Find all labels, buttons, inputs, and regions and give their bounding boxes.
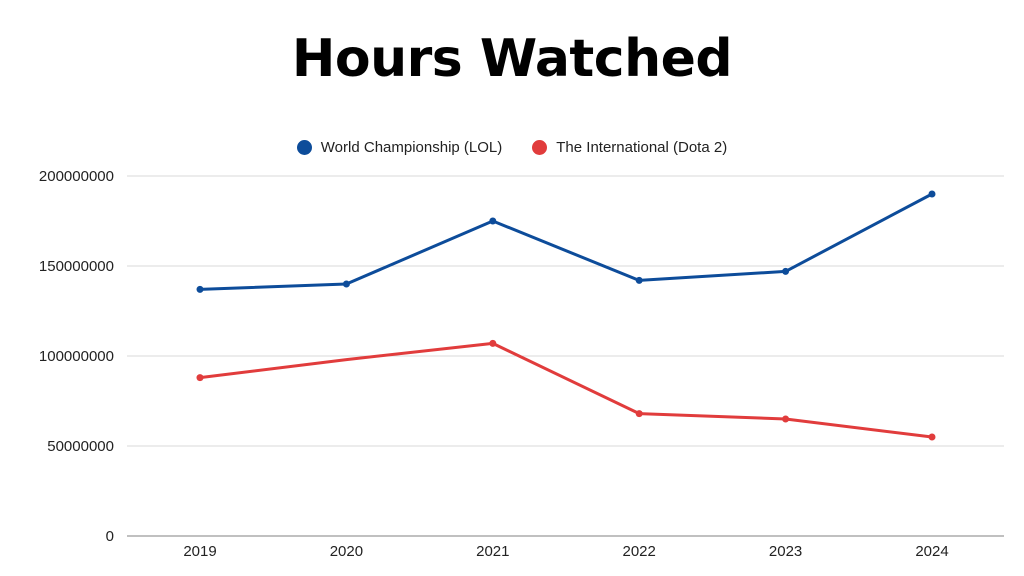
legend-item-lol: World Championship (LOL) — [296, 138, 503, 156]
series-line-dota — [198, 341, 934, 439]
data-point-dota — [782, 415, 790, 423]
data-point-dota — [635, 410, 643, 418]
x-tick-label: 2024 — [915, 543, 948, 560]
data-point-lol — [489, 217, 497, 225]
legend-label-dota: The International (Dota 2) — [556, 138, 728, 156]
x-tick-label: 2019 — [183, 543, 216, 560]
data-point-lol — [196, 285, 204, 293]
data-point-dota — [928, 433, 936, 441]
series-line-lol — [198, 192, 934, 291]
legend-swatch-lol — [296, 139, 312, 155]
x-tick-label: 2022 — [623, 543, 656, 560]
data-point-dota — [489, 339, 497, 347]
chart-title: Hours Watched — [291, 29, 733, 89]
data-point-dota — [196, 374, 204, 382]
legend-item-dota: The International (Dota 2) — [532, 139, 727, 156]
data-point-lol — [635, 276, 643, 284]
data-point-lol — [782, 267, 790, 275]
y-tick-label: 0 — [106, 528, 114, 545]
data-point-lol — [928, 190, 936, 198]
legend-swatch-dota — [532, 139, 548, 155]
y-tick-label: 150000000 — [39, 258, 114, 275]
data-point-lol — [342, 280, 350, 288]
legend: World Championship (LOL) The Internation… — [0, 135, 1024, 159]
y-tick-label: 200000000 — [39, 168, 114, 185]
x-tick-label: 2021 — [476, 543, 509, 560]
y-tick-label: 50000000 — [47, 438, 114, 455]
legend-label-lol: World Championship (LOL) — [320, 138, 503, 156]
x-tick-label: 2023 — [769, 543, 802, 560]
x-tick-label: 2020 — [330, 543, 363, 560]
y-tick-label: 100000000 — [39, 348, 114, 365]
